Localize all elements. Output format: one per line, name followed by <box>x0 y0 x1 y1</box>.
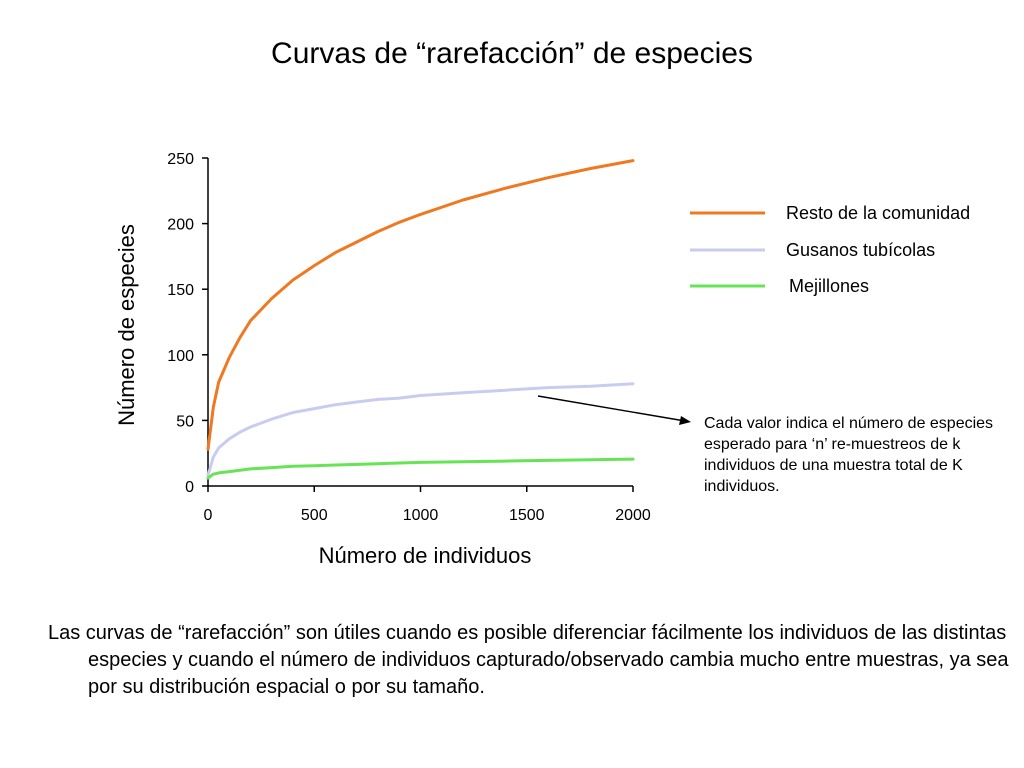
annotation-arrowhead <box>679 416 691 425</box>
chart-series <box>206 159 635 480</box>
chart-axes: 0 50 100 150 200 250 0 500 1000 1500 2000 Número de… <box>114 151 651 568</box>
y-tick-label: 200 <box>167 217 194 234</box>
y-axis-title: Número de especies <box>114 224 139 426</box>
y-tick-label: 150 <box>167 282 194 299</box>
x-tick-label: 500 <box>301 507 328 524</box>
annotation-arrow <box>537 395 686 422</box>
x-tick-label: 1500 <box>509 507 545 524</box>
legend-label: Gusanos tubícolas <box>786 240 935 260</box>
y-tick-label: 0 <box>185 479 194 496</box>
x-tick-label: 2000 <box>615 507 651 524</box>
y-tick-label: 100 <box>167 348 194 365</box>
series-line-1 <box>206 159 635 451</box>
chart-annotation: Cada valor indica el número de especies … <box>704 415 994 495</box>
slide-footer-text: Las curvas de “rarefacción” son útiles c… <box>48 622 1009 698</box>
x-tick-label: 1000 <box>403 507 439 524</box>
series-line-3 <box>206 457 635 480</box>
y-tick-label: 250 <box>167 151 194 168</box>
rarefaction-chart: 0 50 100 150 200 250 0 500 1000 1500 2000 Número de… <box>114 151 970 568</box>
y-tick-label: 50 <box>176 413 194 430</box>
legend-label: Resto de la comunidad <box>786 203 970 223</box>
x-axis-title: Número de individuos <box>319 543 532 568</box>
x-tick-label: 0 <box>204 507 213 524</box>
chart-legend: Resto de la comunidad Gusanos tubícolas Me… <box>690 203 970 296</box>
slide-title: Curvas de “rarefacción” de especies <box>271 37 753 70</box>
series-line-2 <box>206 382 635 477</box>
legend-label: Mejillones <box>789 276 869 296</box>
